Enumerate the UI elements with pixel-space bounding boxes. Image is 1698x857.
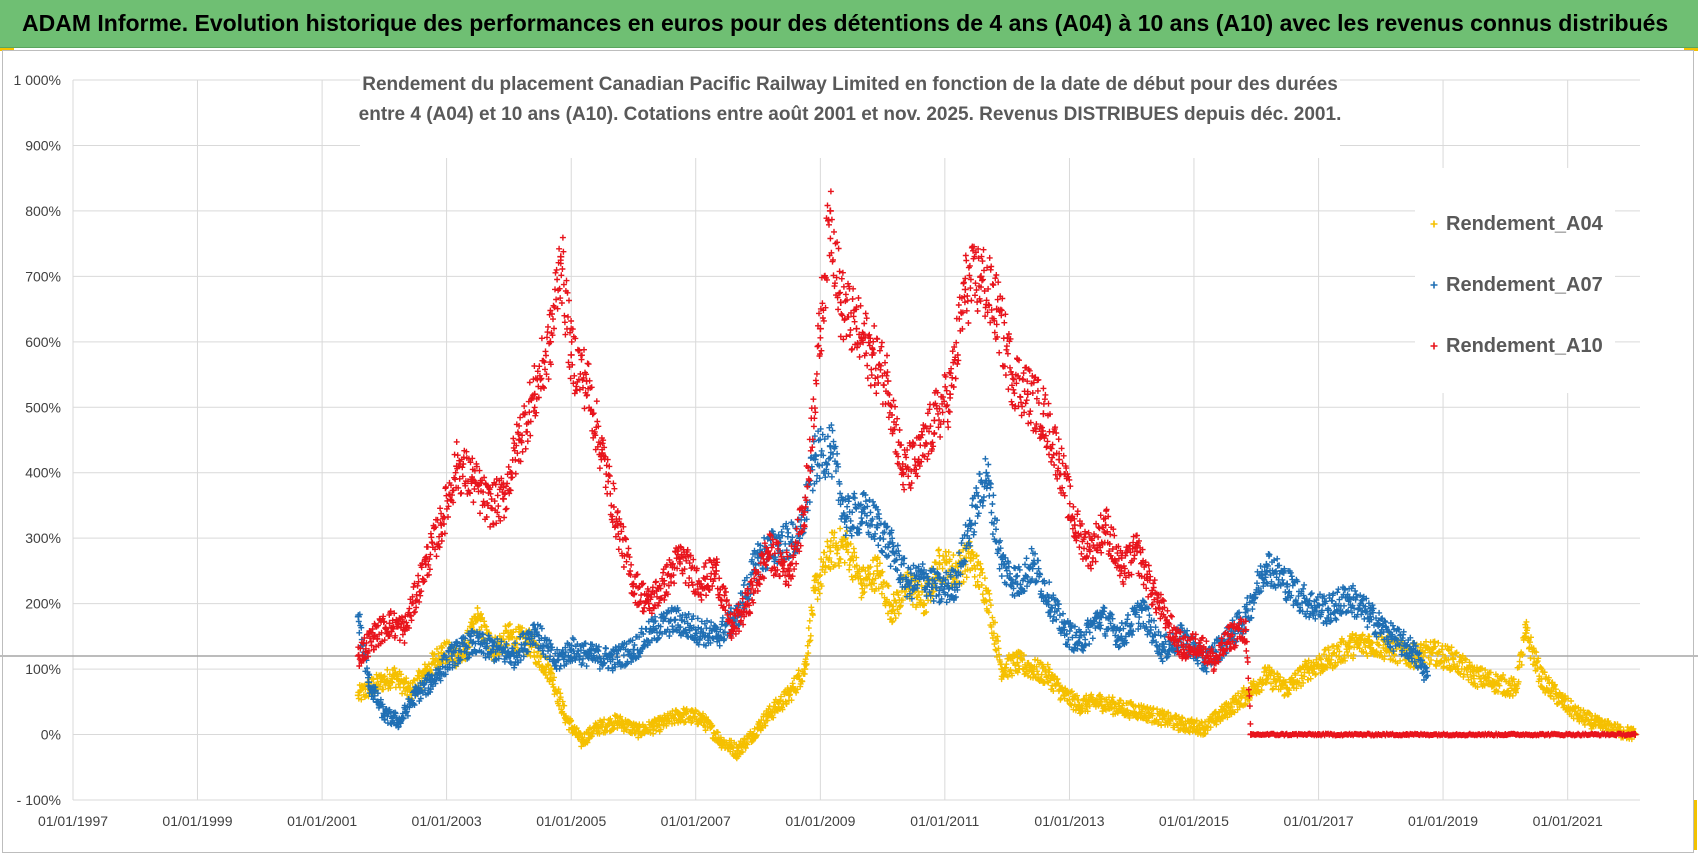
y-tick-label: 900% (25, 137, 61, 153)
corner-mark-bottom-right (1694, 800, 1697, 850)
x-tick-label: 01/01/1999 (162, 813, 232, 829)
data-point (1055, 456, 1063, 464)
data-point (853, 325, 860, 333)
data-point (1071, 521, 1079, 529)
data-point (884, 377, 892, 385)
chart-title-background (360, 66, 1340, 158)
points-layer (354, 188, 1639, 762)
legend-label: Rendement_A07 (1446, 274, 1603, 296)
data-point (386, 619, 394, 627)
x-tick-label: 01/01/2015 (1159, 813, 1229, 829)
banner-title: ADAM Informe. Evolution historique des p… (0, 0, 1698, 48)
y-tick-label: 500% (25, 399, 61, 415)
x-tick-label: 01/01/2019 (1408, 813, 1478, 829)
data-point (448, 652, 456, 660)
chart: - 100% 0% 100% 200% 300% 400% 500% 600% 700% 800%… (0, 66, 1698, 829)
y-tick-label: 400% (25, 465, 61, 481)
y-tick-label: 0% (41, 727, 61, 743)
data-point (567, 351, 575, 359)
chart-title-line1: Rendement du placement Canadian Pacific … (362, 74, 1338, 95)
x-tick-label: 01/01/2017 (1284, 813, 1354, 829)
data-point (546, 338, 554, 346)
legend-marker (1430, 281, 1438, 289)
legend: Rendement_A04 Rendement_A07 Rendement_A10 (1430, 213, 1604, 357)
y-tick-label: - 100% (17, 792, 61, 808)
y-tick-label: 700% (25, 268, 61, 284)
x-tick-label: 01/01/2011 (910, 813, 979, 829)
legend-label: Rendement_A04 (1446, 213, 1604, 235)
legend-label: Rendement_A10 (1446, 335, 1603, 357)
data-point (982, 469, 990, 477)
data-point (1039, 410, 1047, 418)
chart-title-line2: entre 4 (A04) et 10 ans (A10). Cotations… (359, 104, 1342, 125)
y-tick-label: 300% (25, 530, 61, 546)
data-point (977, 272, 985, 280)
x-tick-label: 01/01/2005 (536, 813, 606, 829)
legend-background (1415, 168, 1615, 393)
x-tick-label: 01/01/2003 (412, 813, 482, 829)
x-tick-label: 01/01/2013 (1034, 813, 1104, 829)
x-tick-label: 01/01/2007 (661, 813, 731, 829)
axis-labels-layer: - 100% 0% 100% 200% 300% 400% 500% 600% 700% 800%… (14, 72, 1603, 829)
x-tick-label: 01/01/2001 (287, 813, 357, 829)
y-tick-label: 1 000% (14, 72, 61, 88)
grid-layer (72, 79, 1640, 801)
x-tick-label: 01/01/1997 (38, 813, 108, 829)
x-tick-label: 01/01/2021 (1533, 813, 1603, 829)
series-cloud (355, 525, 1638, 762)
y-tick-label: 600% (25, 334, 61, 350)
corner-mark-top-left (0, 48, 14, 51)
y-tick-label: 800% (25, 203, 61, 219)
y-tick-label: 200% (25, 596, 61, 612)
data-point (961, 286, 969, 293)
series-cloud (355, 188, 1638, 739)
legend-marker (1430, 342, 1438, 350)
x-tick-label: 01/01/2009 (785, 813, 855, 829)
legend-marker (1430, 220, 1438, 228)
corner-mark-top-right (1684, 48, 1698, 51)
y-tick-label: 100% (25, 661, 61, 677)
